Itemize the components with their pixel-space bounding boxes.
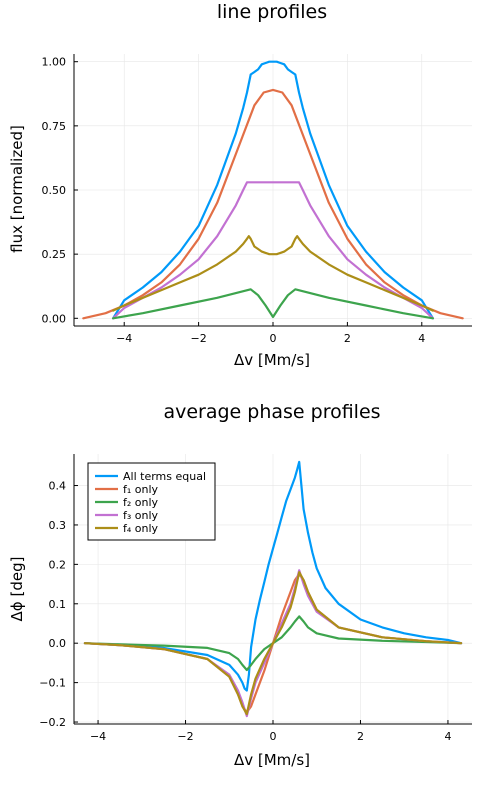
x-axis-label: Δv [Mm/s] — [234, 351, 310, 369]
x-tick-label: 4 — [418, 332, 425, 345]
y-axis-label: Δϕ [deg] — [8, 557, 26, 622]
y-tick-label: 0.50 — [42, 184, 67, 197]
series-line-1 — [83, 460, 463, 692]
x-tick-label: −4 — [116, 332, 132, 345]
x-axis-label: Δv [Mm/s] — [234, 751, 310, 769]
y-tick-label: 0.75 — [42, 120, 67, 133]
y-tick-label: 0.0 — [49, 637, 67, 650]
series-line-4 — [111, 235, 434, 312]
series-line-2 — [82, 88, 464, 320]
legend-label: All terms equal — [123, 470, 206, 483]
series-line-5 — [111, 288, 434, 320]
y-tick-label: −0.1 — [39, 677, 66, 690]
y-tick-label: 1.00 — [42, 56, 67, 69]
chart-title: line profiles — [217, 1, 327, 23]
x-tick-label: −2 — [177, 730, 193, 743]
y-tick-label: 0.2 — [49, 558, 67, 571]
legend-label: f₄ only — [123, 522, 159, 535]
x-tick-label: −2 — [190, 332, 206, 345]
average-phase-profiles-panel: average phase profiles Δϕ [deg] Δv [Mm/s… — [8, 401, 472, 769]
y-tick-label: −0.2 — [39, 716, 66, 729]
legend-label: f₃ only — [123, 509, 159, 522]
legend-label: f₁ only — [123, 483, 159, 496]
x-tick-label: 2 — [357, 730, 364, 743]
x-tick-label: 0 — [270, 730, 277, 743]
y-tick-label: 0.1 — [49, 598, 67, 611]
chart-title: average phase profiles — [163, 401, 380, 423]
x-tick-label: 4 — [444, 730, 451, 743]
x-tick-label: −4 — [90, 730, 106, 743]
legend-label: f₂ only — [123, 496, 159, 509]
y-tick-label: 0.3 — [49, 519, 67, 532]
x-tick-label: 0 — [270, 332, 277, 345]
y-tick-label: 0.4 — [49, 480, 67, 493]
series-line-1 — [111, 60, 434, 320]
y-tick-label: 0.25 — [42, 248, 67, 261]
series-line-5 — [83, 571, 463, 716]
series-line-3 — [111, 181, 434, 320]
y-tick-label: 0.00 — [42, 312, 67, 325]
y-axis-label: flux [normalized] — [8, 125, 26, 253]
x-tick-label: 2 — [344, 332, 351, 345]
line-profiles-panel: line profiles flux [normalized] Δv [Mm/s… — [8, 1, 472, 369]
